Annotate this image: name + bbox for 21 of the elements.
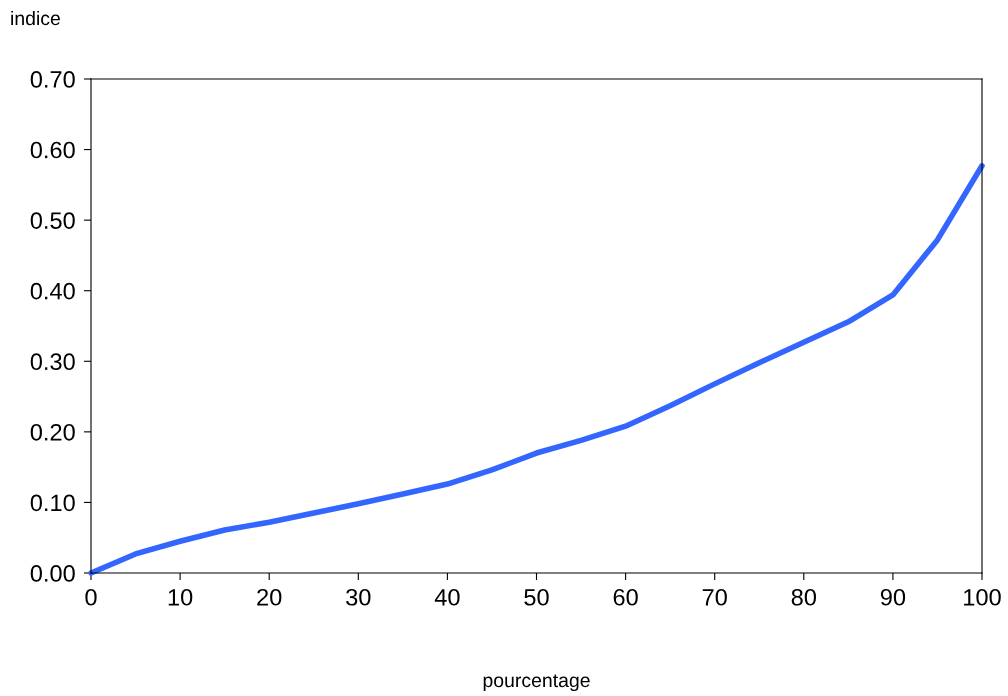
x-tick-label: 60	[613, 588, 638, 606]
y-tick-label: 0.50	[30, 212, 75, 229]
y-tick-label: 0.10	[30, 494, 75, 512]
x-tick-label: 70	[702, 588, 727, 606]
x-tick-label: 0	[85, 588, 97, 606]
y-tick-label: 0.30	[30, 353, 75, 371]
y-tick-label: 0.70	[30, 71, 75, 88]
x-tick-label: 10	[168, 588, 193, 606]
x-tick-label: 40	[434, 588, 460, 606]
y-tick-label: 0.40	[30, 282, 75, 300]
x-tick-label: 100	[964, 588, 1001, 606]
x-tick-label: 20	[257, 588, 282, 606]
y-axis-title: indice	[11, 10, 60, 26]
x-axis-title: pourcentage	[483, 674, 590, 692]
y-tick-label: 0.20	[30, 423, 75, 441]
y-tick-label: 0.00	[30, 565, 75, 582]
x-tick-label: 80	[791, 588, 817, 606]
x-tick-label: 30	[346, 588, 371, 606]
x-tick-label: 90	[880, 588, 906, 606]
x-tick-label: 50	[524, 588, 549, 606]
y-tick-label: 0.60	[30, 141, 75, 159]
